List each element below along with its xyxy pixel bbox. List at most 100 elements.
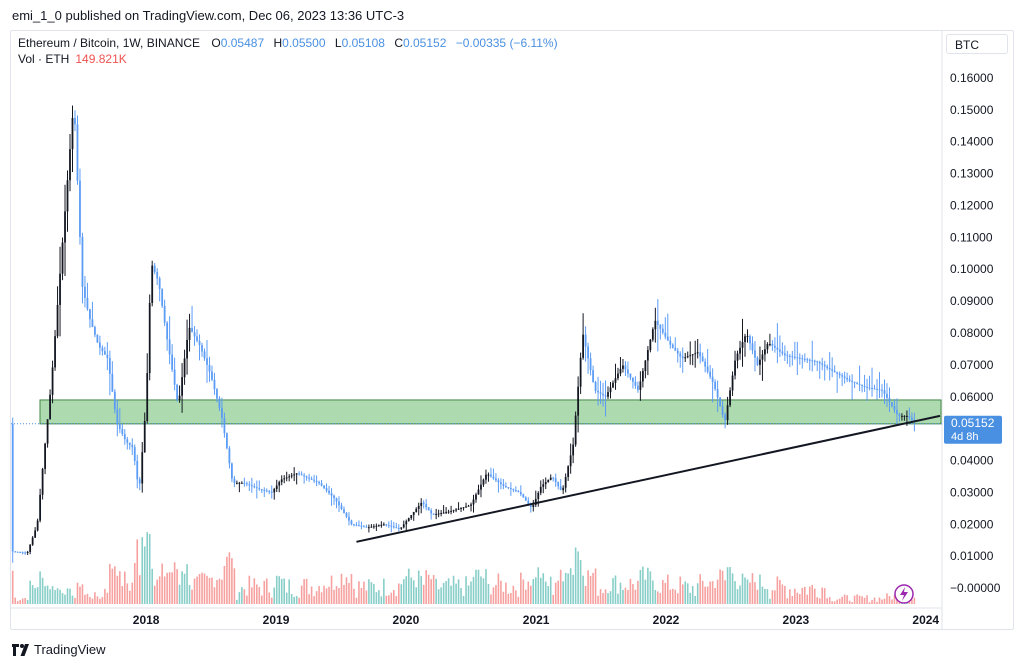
volume-bar <box>662 580 664 604</box>
volume-bar <box>333 589 335 604</box>
volume-bar <box>515 590 517 604</box>
candle-body <box>709 371 712 377</box>
volume-bar <box>789 589 791 604</box>
volume-bar <box>427 574 430 604</box>
candle-body <box>226 433 228 449</box>
volume-bar <box>794 588 796 604</box>
volume-bar <box>485 569 487 604</box>
candle-body <box>724 414 726 421</box>
volume-bar <box>843 594 846 604</box>
open-value: 0.05487 <box>220 36 265 50</box>
volume-bar <box>99 598 101 604</box>
candle-body <box>64 211 66 243</box>
candle-body <box>554 478 557 483</box>
candle-body <box>674 347 677 351</box>
candle-body <box>848 379 851 381</box>
candle-body <box>353 524 355 526</box>
candle-body <box>527 500 530 504</box>
volume-bar <box>123 571 126 604</box>
volume-bar <box>470 581 472 604</box>
candle-body <box>69 149 71 181</box>
candle-body <box>111 373 114 392</box>
candle-body <box>467 505 470 507</box>
volume-bar <box>16 601 19 604</box>
volume-bar <box>340 573 343 604</box>
volume-bar <box>529 585 532 604</box>
volume-bar <box>350 573 353 604</box>
candle-body <box>681 356 684 359</box>
footer-brand[interactable]: TradingView <box>12 642 106 657</box>
candle-body <box>81 236 84 287</box>
chart-legend: Ethereum / Bitcoin, 1W, BINANCE O0.05487… <box>18 35 558 67</box>
volume-bar <box>218 578 221 604</box>
volume-bar <box>138 575 141 604</box>
volume-bar <box>437 589 440 604</box>
volume-bar <box>696 583 699 604</box>
candle-body <box>358 525 360 527</box>
volume-bar <box>96 596 99 604</box>
candle-body <box>475 494 477 500</box>
candle-body <box>910 417 913 420</box>
volume-bar <box>300 585 303 604</box>
volume-bar <box>828 597 831 604</box>
candle-body <box>51 367 54 395</box>
candle-body <box>21 552 24 554</box>
volume-bar <box>44 586 46 604</box>
candle-body <box>360 525 363 527</box>
volume-bar <box>323 585 325 604</box>
candle-body <box>669 340 672 345</box>
candle-body <box>39 494 42 521</box>
volume-bar <box>104 588 106 604</box>
candle-body <box>641 370 644 382</box>
candle-body <box>649 339 652 351</box>
candle-body <box>838 373 841 376</box>
candle-body <box>497 480 500 483</box>
candle-body <box>791 356 794 358</box>
candle-body <box>380 524 383 526</box>
candle-body <box>348 516 350 521</box>
candle-body <box>898 414 901 416</box>
volume-bar <box>415 587 418 604</box>
volume-bar <box>462 595 465 604</box>
candle-body <box>153 265 156 272</box>
candle-body <box>714 381 717 389</box>
volume-bar <box>368 579 370 604</box>
candle-body <box>211 371 213 380</box>
candle-body <box>201 345 203 352</box>
volume-bar <box>378 590 380 604</box>
candle-body <box>208 364 211 372</box>
volume-bar <box>246 595 248 604</box>
candles <box>11 105 916 563</box>
volume-bar <box>400 584 403 604</box>
x-tick-label: 2024 <box>912 613 939 627</box>
volume-bar <box>455 583 457 604</box>
candle-body <box>181 377 183 396</box>
volume-bar <box>582 575 584 604</box>
volume-bar <box>873 597 876 604</box>
volume-bar <box>666 574 669 604</box>
candle-body <box>146 373 149 421</box>
volume-bar <box>771 590 774 604</box>
volume-bar <box>308 594 310 604</box>
candle-body <box>651 329 654 340</box>
volume-bar <box>238 592 241 604</box>
volume-bar <box>263 580 266 604</box>
volume-label[interactable]: Vol · ETH <box>18 52 70 66</box>
volume-bar <box>31 585 34 604</box>
candle-body <box>903 415 906 417</box>
candle-body <box>549 477 552 480</box>
currency-label[interactable]: BTC <box>946 34 1008 54</box>
symbol-label[interactable]: Ethereum / Bitcoin, 1W, BINANCE <box>18 36 201 50</box>
candle-body <box>701 356 704 362</box>
candle-body <box>325 488 328 491</box>
volume-bar <box>385 595 388 604</box>
volume-bar <box>863 597 866 604</box>
volume-bar <box>848 600 851 604</box>
candle-body <box>863 385 866 387</box>
candle-body <box>477 489 480 495</box>
volume-bar <box>806 594 809 604</box>
open-label: O <box>211 36 221 50</box>
volume-bar <box>866 595 868 604</box>
volume-bar <box>776 576 779 604</box>
